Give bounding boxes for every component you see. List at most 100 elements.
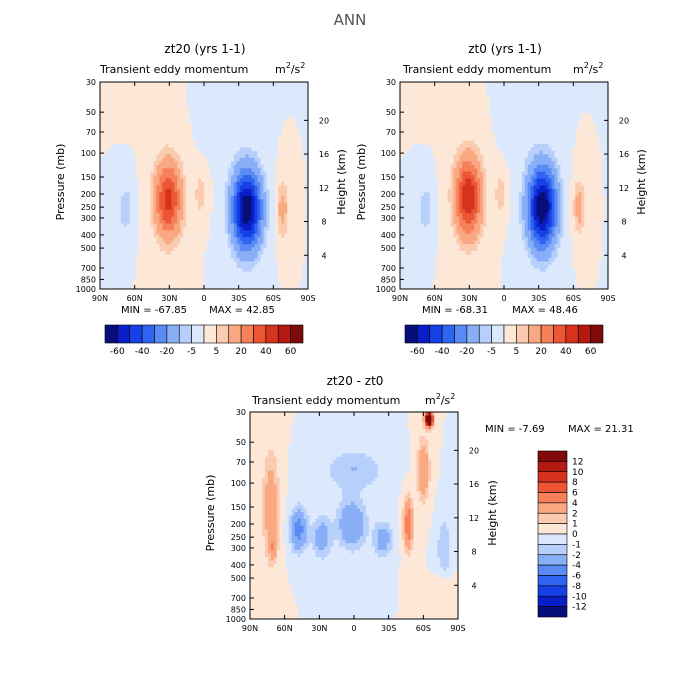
heatmap-cell	[126, 182, 131, 186]
heatmap-cell	[245, 195, 249, 200]
heatmap-cell	[275, 137, 279, 142]
heatmap-cell	[254, 130, 258, 135]
heatmap-cell	[206, 116, 211, 121]
heatmap-cell	[263, 182, 267, 186]
heatmap-cell	[254, 161, 258, 166]
heatmap-cell	[263, 130, 267, 135]
heatmap-cell	[218, 240, 223, 245]
heatmap-cell	[168, 113, 172, 117]
heatmap-cell	[266, 102, 270, 107]
heatmap-cell	[432, 92, 437, 97]
heatmap-cell	[296, 133, 300, 138]
heatmap-cell	[212, 137, 217, 142]
heatmap-cell	[198, 95, 202, 100]
heatmap-cell	[242, 157, 246, 162]
heatmap-cell	[215, 240, 220, 245]
heatmap-cell	[153, 164, 157, 169]
heatmap-cell	[189, 226, 193, 231]
heatmap-cell	[284, 175, 288, 179]
heatmap-cell	[105, 151, 110, 155]
heatmap-cell	[129, 144, 134, 148]
heatmap-cell	[218, 220, 223, 224]
heatmap-cell	[162, 226, 166, 231]
heatmap-cell	[218, 202, 223, 207]
heatmap-cell	[218, 154, 223, 159]
heatmap-cell	[236, 151, 241, 155]
heatmap-cell	[171, 140, 175, 145]
heatmap-cell	[260, 271, 264, 276]
heatmap-cell	[150, 178, 154, 183]
heatmap-cell	[405, 85, 410, 90]
heatmap-cell	[486, 109, 490, 114]
heatmap-cell	[305, 147, 309, 152]
heatmap-cell	[153, 240, 157, 245]
heatmap-cell	[302, 268, 306, 273]
heatmap-cell	[147, 216, 151, 221]
heatmap-cell	[584, 113, 588, 117]
heatmap-cell	[135, 257, 140, 262]
heatmap-cell	[257, 202, 261, 207]
heatmap-cell	[236, 161, 241, 166]
heatmap-cell	[269, 92, 273, 97]
heatmap-cell	[206, 154, 211, 159]
heatmap-cell	[100, 157, 104, 162]
heatmap-cell	[198, 223, 202, 228]
heatmap-cell	[557, 113, 561, 117]
heatmap-cell	[123, 240, 128, 245]
heatmap-cell	[560, 82, 564, 86]
heatmap-cell	[524, 95, 529, 100]
heatmap-cell	[275, 82, 279, 86]
heatmap-cell	[192, 123, 196, 128]
heatmap-cell	[254, 220, 258, 224]
heatmap-cell	[189, 202, 193, 207]
heatmap-cell	[168, 237, 172, 242]
heatmap-cell	[224, 195, 229, 200]
heatmap-cell	[218, 92, 223, 97]
heatmap-cell	[165, 154, 169, 159]
heatmap-cell	[147, 264, 151, 269]
heatmap-cell	[260, 237, 264, 242]
heatmap-cell	[456, 99, 460, 104]
heatmap-cell	[183, 223, 187, 228]
heatmap-cell	[177, 240, 181, 245]
heatmap-cell	[441, 82, 445, 86]
heatmap-cell	[605, 95, 609, 100]
heatmap-cell	[165, 226, 169, 231]
heatmap-cell	[284, 133, 288, 138]
heatmap-cell	[100, 254, 104, 259]
heatmap-cell	[195, 154, 199, 159]
heatmap-cell	[189, 282, 193, 286]
heatmap-cell	[102, 137, 107, 142]
heatmap-cell	[281, 282, 285, 286]
heatmap-cell	[209, 175, 214, 179]
heatmap-cell	[417, 85, 422, 90]
heatmap-cell	[420, 116, 425, 121]
heatmap-cell	[156, 175, 160, 179]
heatmap-cell	[224, 116, 229, 121]
heatmap-cell	[105, 220, 110, 224]
heatmap-cell	[212, 161, 217, 166]
heatmap-cell	[108, 137, 113, 142]
heatmap-cell	[263, 264, 267, 269]
heatmap-cell	[251, 226, 255, 231]
heatmap-cell	[126, 123, 131, 128]
heatmap-cell	[177, 102, 181, 107]
heatmap-cell	[215, 195, 220, 200]
heatmap-cell	[174, 144, 178, 148]
heatmap-cell	[293, 233, 297, 238]
heatmap-cell	[204, 113, 208, 117]
heatmap-cell	[296, 261, 300, 266]
heatmap-cell	[575, 85, 579, 90]
heatmap-cell	[218, 140, 223, 145]
heatmap-cell	[192, 213, 196, 217]
heatmap-cell	[100, 226, 104, 231]
heatmap-cell	[471, 85, 475, 90]
heatmap-cell	[102, 247, 107, 252]
heatmap-cell	[147, 244, 151, 248]
heatmap-cell	[245, 164, 249, 169]
heatmap-cell	[251, 240, 255, 245]
heatmap-cell	[248, 151, 252, 155]
heatmap-cell	[156, 178, 160, 183]
heatmap-cell	[254, 116, 258, 121]
heatmap-cell	[102, 244, 107, 248]
